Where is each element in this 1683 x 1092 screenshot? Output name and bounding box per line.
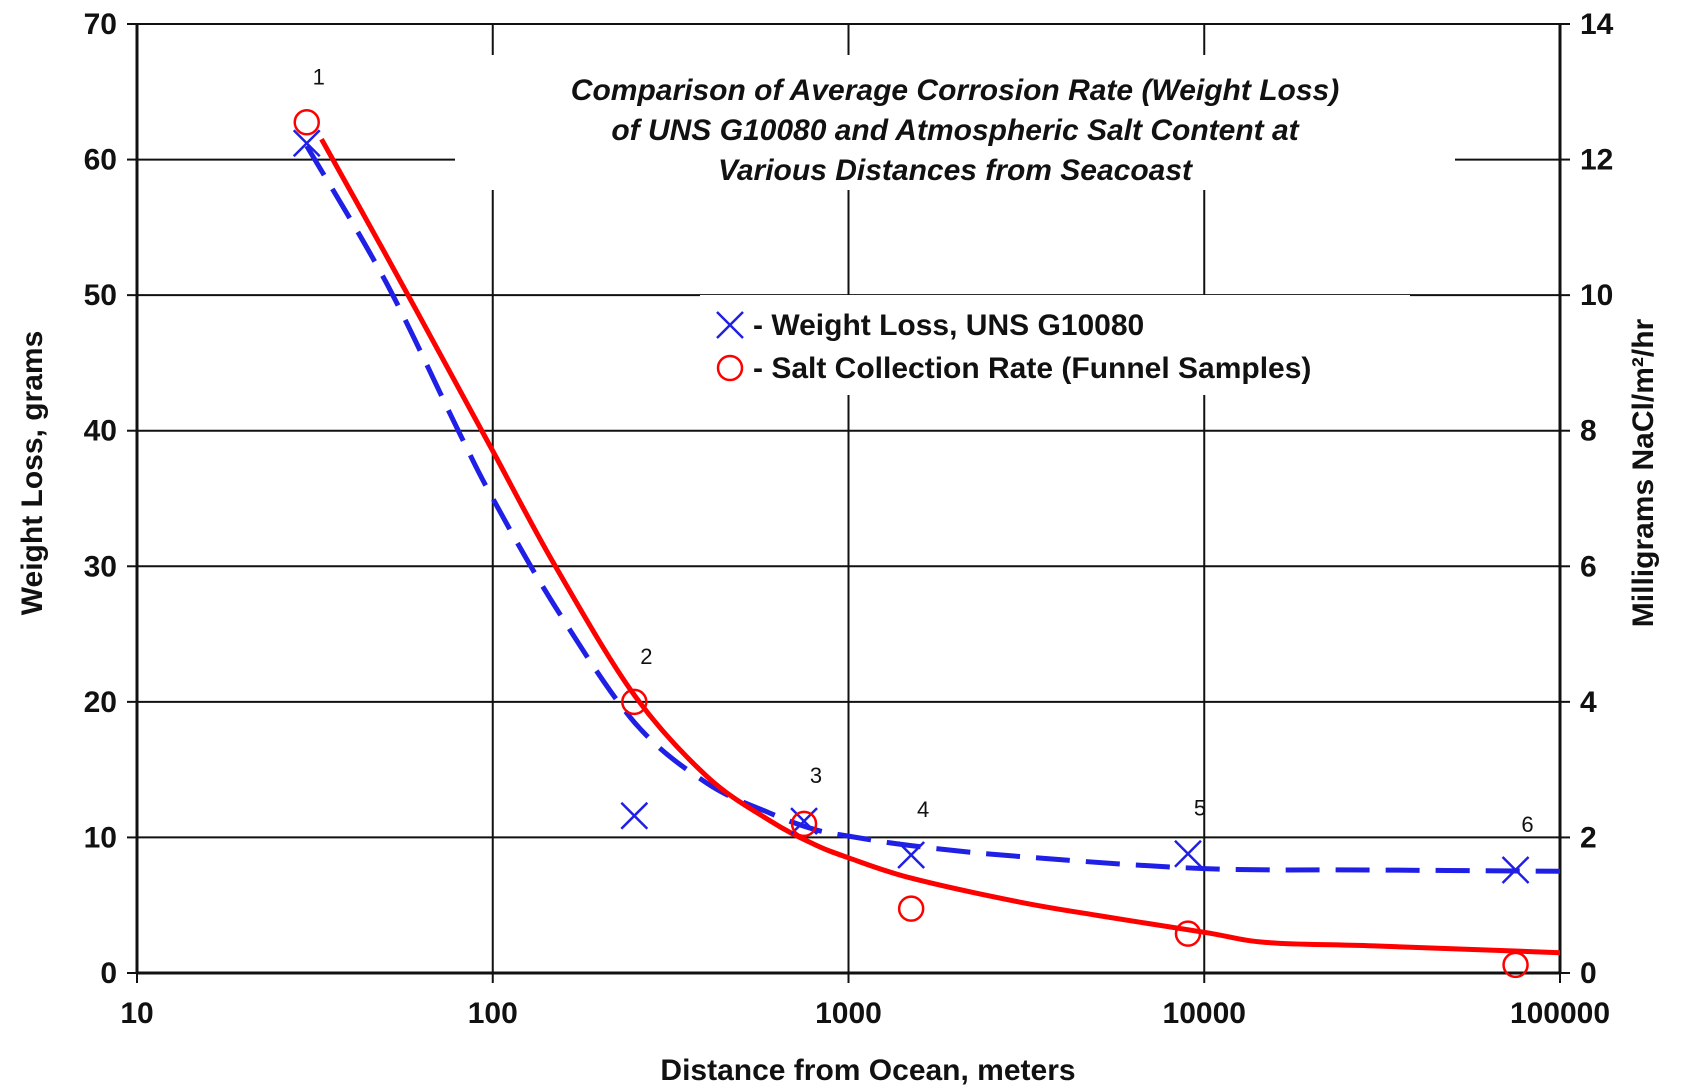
legend-x-symbol	[716, 311, 744, 339]
y-tick-label: 40	[84, 415, 117, 448]
y2-tick-label: 12	[1580, 144, 1613, 177]
x-tick-label: 100000	[1510, 997, 1610, 1030]
legend-label-salt-rate: - Salt Collection Rate (Funnel Samples)	[753, 352, 1311, 385]
x-marker-stroke	[1174, 839, 1202, 868]
point-labels: 1 2 3 4 5 6	[313, 64, 1534, 837]
y2-tick-label: 8	[1580, 415, 1597, 448]
legend-marker-o	[716, 354, 744, 382]
x-marker-stroke	[1501, 856, 1530, 884]
legend: - Weight Loss, UNS G10080 - Salt Collect…	[716, 309, 1311, 385]
y2-tick-label: 2	[1580, 821, 1597, 854]
legend-background	[700, 295, 1410, 395]
point-number-label: 3	[810, 763, 822, 788]
y-tick-label: 0	[100, 957, 117, 990]
y2-tick-label: 14	[1580, 8, 1614, 41]
salt-rate-point	[1502, 951, 1529, 979]
y2-axis-label-text: Milligrams NaCl/m²/hr	[1627, 318, 1660, 627]
x-marker-stroke	[897, 841, 926, 869]
y-axis-label: Weight Loss, grams	[16, 331, 49, 616]
point-number-label: 2	[640, 644, 652, 669]
y-tick-label: 30	[84, 550, 117, 583]
title-background	[455, 55, 1455, 190]
salt-rate-point	[897, 895, 925, 922]
weight-loss-point	[1174, 839, 1202, 868]
point-number-label: 1	[313, 64, 325, 89]
legend-label-weight-loss: - Weight Loss, UNS G10080	[753, 309, 1144, 342]
weight-loss-trend-line	[304, 144, 1561, 874]
y-tick-label: 70	[84, 8, 117, 41]
weight-loss-point	[897, 841, 926, 869]
y2-tick-label: 4	[1580, 686, 1597, 719]
x-tick-label: 10000	[1163, 997, 1246, 1030]
weight-loss-point	[790, 807, 818, 836]
y2-tick-label: 10	[1580, 279, 1613, 312]
x-tick-label: 10	[120, 997, 153, 1030]
chart-title: Comparison of Average Corrosion Rate (We…	[571, 74, 1339, 187]
chart-title-line-3: Various Distances from Seacoast	[718, 154, 1194, 187]
plot-frame	[127, 23, 1570, 983]
y-tick-label: 20	[84, 686, 117, 719]
weight-loss-point	[620, 801, 649, 830]
point-number-label: 4	[917, 797, 929, 822]
x-marker-stroke	[292, 129, 321, 158]
x-marker-stroke	[790, 807, 818, 836]
salt-rate-point	[1174, 920, 1202, 947]
x-axis-label: Distance from Ocean, meters	[660, 1054, 1075, 1087]
data-markers	[292, 109, 1530, 979]
salt-rate-point	[293, 109, 320, 136]
x-marker-stroke	[620, 801, 649, 830]
y-tick-label: 50	[84, 279, 117, 312]
salt-rate-point	[790, 810, 818, 838]
salt-rate-point	[621, 688, 648, 716]
x-tick-label: 100	[468, 997, 518, 1030]
y-tick-label: 60	[84, 144, 117, 177]
weight-loss-point	[292, 129, 321, 158]
legend-marker-x	[716, 311, 744, 339]
salt-rate-trend-line	[319, 137, 1561, 956]
point-number-label: 5	[1194, 796, 1206, 821]
y2-tick-label: 0	[1580, 957, 1597, 990]
weight-loss-point	[1501, 856, 1530, 884]
trend-lines	[304, 137, 1561, 956]
point-number-label: 6	[1521, 812, 1533, 837]
x-tick-label: 1000	[815, 997, 882, 1030]
chart-title-line-2: of UNS G10080 and Atmospheric Salt Conte…	[611, 114, 1300, 147]
y2-axis-label: Milligrams NaCl/m²/hr	[1627, 318, 1660, 627]
legend-o-symbol	[716, 354, 744, 382]
y2-tick-label: 6	[1580, 550, 1597, 583]
y-tick-label: 10	[84, 821, 117, 854]
x-marker-stroke	[716, 311, 744, 339]
chart-title-line-1: Comparison of Average Corrosion Rate (We…	[571, 74, 1339, 107]
